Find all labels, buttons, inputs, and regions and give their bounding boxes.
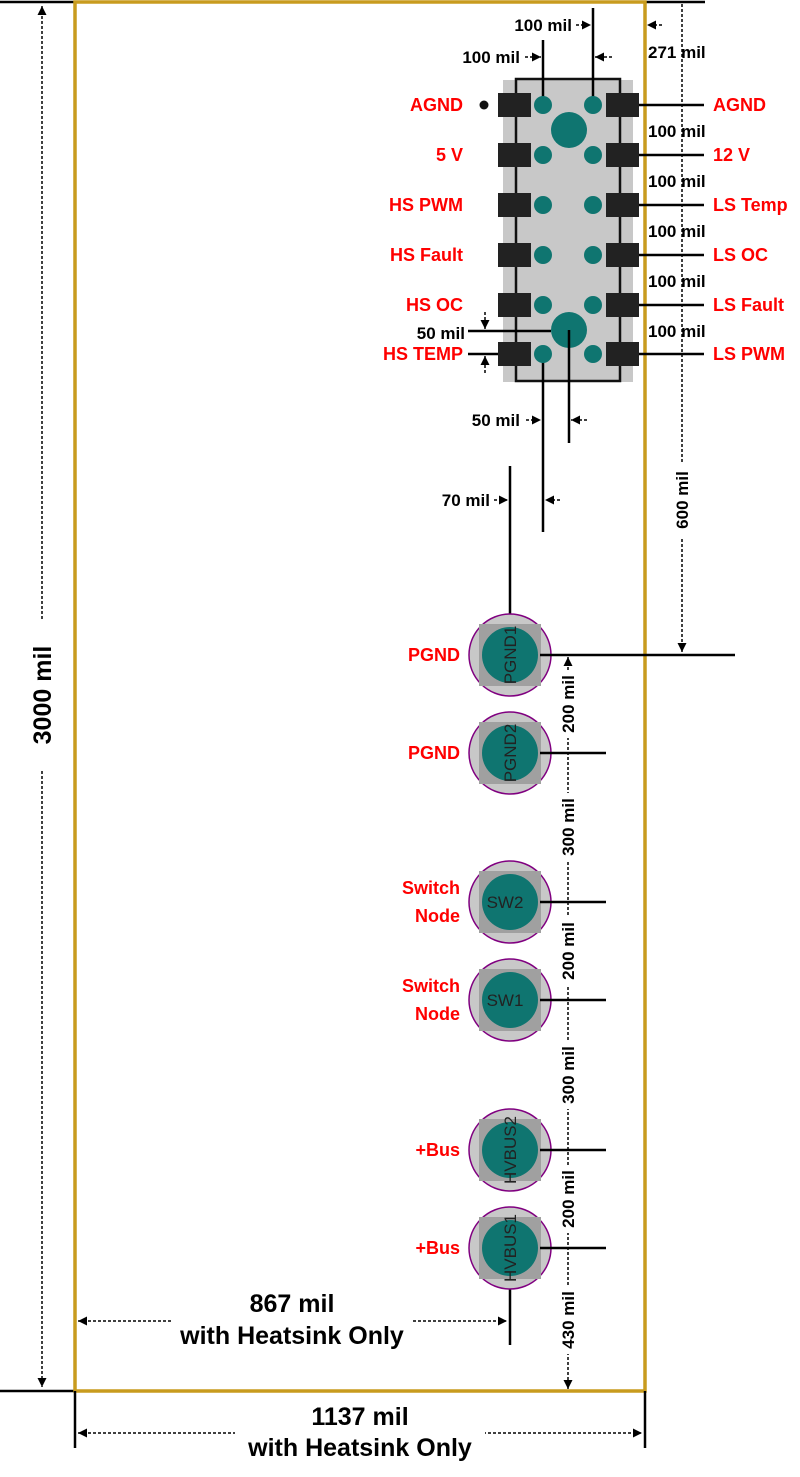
pitch-dim: 100 mil [648,272,706,291]
terminal-spacing-label: 200 mil [559,1170,578,1228]
ic-footprint [479,77,633,383]
signal-via [584,296,602,314]
pin1-marker-icon [479,100,489,110]
pitch-dim: 100 mil [648,172,706,191]
top-dim-2: 100 mil [514,16,572,35]
right-pin-label: LS Temp [713,195,788,215]
signal-via [584,345,602,363]
ic-pad-left [498,293,531,317]
terminal-hole [482,972,538,1028]
width-label: 1137 mil [311,1403,408,1431]
left-pin-label: AGND [410,95,463,115]
left-pin-label: HS Fault [390,245,463,265]
right-pin-label: AGND [713,95,766,115]
left-pin-label: HS TEMP [383,344,463,364]
height-label: 3000 mil [29,646,57,745]
terminal-label: PGND [408,743,460,763]
terminal-ref: SW1 [487,991,524,1010]
terminal-pgnd2: PGND2 PGND [408,711,606,795]
left-pin-label: HS OC [406,295,463,315]
inner-width-label: 867 mil [250,1290,335,1318]
terminal-label: Switch [402,878,460,898]
thermal-via [551,112,587,148]
ic-pad-left [498,193,531,217]
label-bg [558,1041,578,1109]
terminal-hvbus1: HVBUS1 +Bus [415,1206,606,1290]
terminal-label: +Bus [415,1238,460,1258]
terminal-hole [482,874,538,930]
pitch-dim: 100 mil [648,322,706,341]
signal-via [534,196,552,214]
right-pin-label: LS OC [713,245,768,265]
label-bg [558,793,578,861]
ic-pad-right [606,193,639,217]
ic-pad-right [606,342,639,366]
signal-via [534,296,552,314]
terminal-spacing-label: 200 mil [559,675,578,733]
ic-pad-left [498,93,531,117]
terminal-pgnd1: PGND1 PGND [408,613,735,697]
terminal-spacing-label: 300 mil [559,1046,578,1104]
terminal-hole [482,1220,538,1276]
terminal-sw1: SW1 Switch Node [402,958,606,1042]
terminal-spacing-label: 200 mil [559,922,578,980]
pitch-dim: 100 mil [648,222,706,241]
ic-pad-left [498,243,531,267]
signal-via [584,96,602,114]
terminal-spacing-label: 300 mil [559,798,578,856]
terminal-ref: HVBUS1 [501,1214,520,1282]
left-pin-label: 5 V [436,145,463,165]
pitch-dim: 100 mil [648,122,706,141]
terminal-spacing-label: 430 mil [559,1291,578,1349]
pgnd-offset-dim: 70 mil [442,491,490,510]
right-pin-label: LS PWM [713,344,785,364]
terminal-hole [482,627,538,683]
terminal-hole [482,1122,538,1178]
terminal-label: PGND [408,645,460,665]
signal-via [584,196,602,214]
left-pin-label: HS PWM [389,195,463,215]
signal-via [534,146,552,164]
ic-pad-left [498,143,531,167]
terminal-hvbus2: HVBUS2 +Bus [415,1108,606,1192]
signal-via [534,246,552,264]
terminal-label: +Bus [415,1140,460,1160]
inner-width-note: with Heatsink Only [179,1322,404,1350]
ic-pad-right [606,143,639,167]
terminal-label: Switch [402,976,460,996]
board-outline [73,0,647,1393]
bottom-offset-dim: 50 mil [472,411,520,430]
terminal-ref: HVBUS2 [501,1116,520,1184]
terminal-ref: PGND1 [501,626,520,685]
edge-dim: 271 mil [648,43,706,62]
label-bg [558,1165,578,1233]
terminal-sw2: SW2 Switch Node [402,860,606,944]
ic-pad-left [498,342,531,366]
ic-pad-right [606,93,639,117]
terminal-ref: PGND2 [501,724,520,783]
terminal-label: Node [415,1004,460,1024]
ic-pad-right [606,243,639,267]
to-pgnd-dim: 600 mil [673,471,692,529]
top-dim-1: 100 mil [462,48,520,67]
terminal-hole [482,725,538,781]
right-pin-label: LS Fault [713,295,784,315]
label-bg [558,670,578,738]
ic-pad-right [606,293,639,317]
terminal-ref: SW2 [487,893,524,912]
signal-via [534,96,552,114]
width-note: with Heatsink Only [247,1434,472,1462]
via-offset-dim: 50 mil [417,324,465,343]
signal-via [584,146,602,164]
label-bg [558,917,578,985]
label-bg [558,1286,578,1354]
signal-via [534,345,552,363]
right-pin-label: 12 V [713,145,750,165]
signal-via [584,246,602,264]
terminal-label: Node [415,906,460,926]
